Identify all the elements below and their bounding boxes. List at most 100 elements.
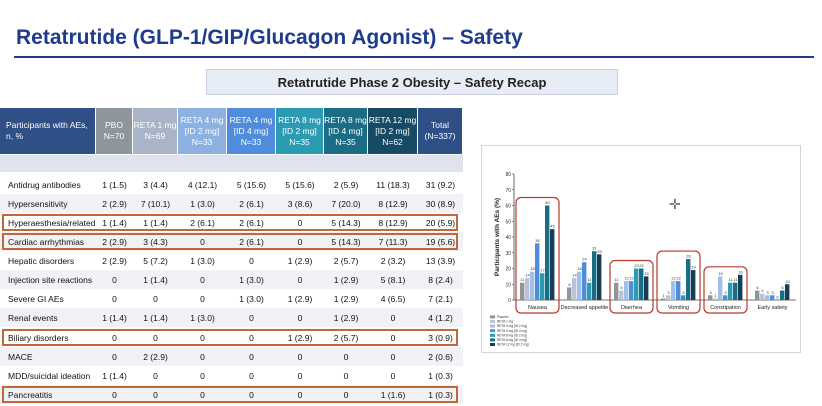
table-cell: 0 bbox=[153, 293, 158, 304]
bar bbox=[634, 268, 639, 300]
table-row: MACE 0 2 (2.9) 0 0 0 0 0 2 (0.6) bbox=[0, 347, 463, 366]
bar-value-label: 6 bbox=[781, 285, 784, 290]
table-cell: 1 (2.9) bbox=[333, 312, 359, 323]
y-tick-label: 10 bbox=[505, 282, 511, 288]
table-cell: 0 bbox=[390, 312, 396, 323]
column-header: RETA 4 mg [ID 4 mg] N=33 bbox=[227, 108, 276, 154]
table-cell: 5 (15.6) bbox=[236, 179, 267, 190]
table-cell: 5 (14.3) bbox=[331, 236, 361, 247]
bar bbox=[708, 295, 713, 300]
bar-value-label: 15 bbox=[644, 271, 649, 276]
bar-value-label: 20 bbox=[639, 263, 644, 268]
legend-label: RETA 12 mg [ID 2 mg] bbox=[497, 343, 529, 347]
bar-value-label: 14 bbox=[525, 272, 530, 277]
table-cell: 2 (2.9) bbox=[102, 255, 127, 266]
x-tick-label: Constipation bbox=[710, 305, 741, 311]
table-cell: 1 (3.0) bbox=[239, 274, 264, 285]
column-header: PBO N=70 bbox=[96, 108, 133, 154]
bar-value-label: 12 bbox=[671, 276, 676, 281]
column-header-line: N=35 bbox=[289, 136, 310, 147]
legend-swatch bbox=[490, 324, 495, 328]
table-row: Hypersensitivity 2 (2.9) 7 (10.1) 1 (3.0) 2 … bbox=[0, 194, 463, 213]
subtitle-banner: Retatrutide Phase 2 Obesity – Safety Rec… bbox=[206, 69, 618, 95]
bar bbox=[520, 282, 525, 300]
table-cell: 0 bbox=[249, 332, 254, 343]
bar-value-label: 18 bbox=[530, 266, 535, 271]
table-cell: 0 bbox=[153, 332, 158, 343]
column-header: RETA 1 mg N=69 bbox=[133, 108, 178, 154]
table-cell: 19 (5.6) bbox=[425, 236, 456, 247]
table-cell: 5 (8.1) bbox=[380, 274, 406, 285]
table-cell: 0 bbox=[112, 389, 117, 400]
table-cell: 1 (2.9) bbox=[333, 274, 359, 285]
y-tick-label: 60 bbox=[505, 204, 511, 210]
column-header-line: [ID 2 mg] bbox=[375, 125, 410, 136]
legend-swatch bbox=[490, 338, 495, 342]
row-label: Severe GI AEs bbox=[8, 293, 64, 304]
row-label: Cardiac arrhythmias bbox=[8, 236, 85, 247]
table-cell: 0 bbox=[297, 217, 303, 228]
bar-value-label: 11 bbox=[733, 277, 738, 282]
table-cell: 7 (2.1) bbox=[428, 293, 453, 304]
bar-value-label: 31 bbox=[592, 246, 597, 251]
bar-value-label: 15 bbox=[718, 271, 723, 276]
table-row: MDD/suicidal ideation 1 (1.4) 0 0 0 0 0 0 1 (0.3… bbox=[0, 366, 463, 385]
bar bbox=[723, 295, 728, 300]
table-cell: 3 (4.4) bbox=[143, 179, 168, 190]
row-label: Pancreatitis bbox=[8, 389, 53, 400]
bar bbox=[550, 229, 555, 300]
bar bbox=[661, 298, 666, 300]
table-cell: 1 (2.9) bbox=[333, 293, 359, 304]
legend-label: RETA 4 mg [ID 4 mg] bbox=[497, 329, 527, 333]
move-cursor-icon: ✛ bbox=[669, 196, 681, 212]
bar bbox=[597, 254, 602, 300]
legend-swatch bbox=[490, 320, 495, 323]
bar-value-label: 24 bbox=[582, 257, 587, 262]
bar bbox=[733, 282, 738, 300]
bar bbox=[666, 295, 671, 300]
bar-value-label: 16 bbox=[738, 269, 743, 274]
table-cell: 8 (12.9) bbox=[378, 198, 408, 209]
bar-value-label: 26 bbox=[686, 254, 691, 259]
table-cell: 0 bbox=[297, 351, 303, 362]
table-cell: 0 bbox=[249, 351, 254, 362]
column-header-line: RETA 8 mg bbox=[278, 114, 321, 125]
legend-swatch bbox=[490, 315, 495, 319]
bar bbox=[577, 271, 582, 300]
table-cell: 7 (20.0) bbox=[331, 198, 361, 209]
bar bbox=[592, 251, 597, 300]
column-header: RETA 4 mg [ID 2 mg] N=33 bbox=[178, 108, 227, 154]
bar-value-label: 3 bbox=[709, 290, 712, 295]
ae-bar-chart: 0 10 20 30 40 50 60 70 80 Participants with AEs (… bbox=[481, 145, 801, 353]
legend-label: RETA 4 mg [ID 2 mg] bbox=[497, 324, 527, 328]
y-tick-label: 80 bbox=[505, 172, 511, 178]
bar bbox=[785, 284, 790, 300]
table-row: Renal events 1 (1.4) 1 (1.4) 1 (3.0) 0 0 1 (2.… bbox=[0, 308, 463, 327]
table-cell: 0 bbox=[297, 236, 303, 247]
table-cell: 1 (0.3) bbox=[428, 389, 453, 400]
bar bbox=[629, 281, 634, 300]
row-label: Hypersensitivity bbox=[8, 198, 68, 209]
bar-value-label: 11 bbox=[728, 277, 733, 282]
bar bbox=[567, 287, 572, 300]
table-cell: 0 bbox=[112, 293, 117, 304]
table-cell: 0 bbox=[249, 312, 254, 323]
table-cell: 0 bbox=[390, 351, 396, 362]
row-label: Hyperaesthesia/related bbox=[8, 217, 96, 228]
table-cell: 4 (6.5) bbox=[380, 293, 406, 304]
legend-label: RETA 8 mg [ID 2 mg] bbox=[497, 333, 527, 337]
table-cell: 4 (12.1) bbox=[187, 179, 218, 190]
table-cell: 5 (15.6) bbox=[285, 179, 315, 190]
table-cell: 1 (3.0) bbox=[239, 293, 264, 304]
bar-value-label: 3 bbox=[771, 290, 774, 295]
table-cell: 0 bbox=[343, 389, 349, 400]
legend-swatch bbox=[490, 343, 495, 346]
table-cell: 1 (2.9) bbox=[287, 255, 313, 266]
x-tick-label: Vomiting bbox=[668, 305, 689, 311]
bar bbox=[614, 282, 619, 300]
table-cell: 4 (1.2) bbox=[428, 312, 453, 323]
table-cell: 0 bbox=[112, 332, 117, 343]
bar-value-label: 4 bbox=[761, 288, 764, 293]
category-highlight-outline bbox=[515, 196, 560, 314]
category-highlight-outline bbox=[609, 259, 654, 314]
